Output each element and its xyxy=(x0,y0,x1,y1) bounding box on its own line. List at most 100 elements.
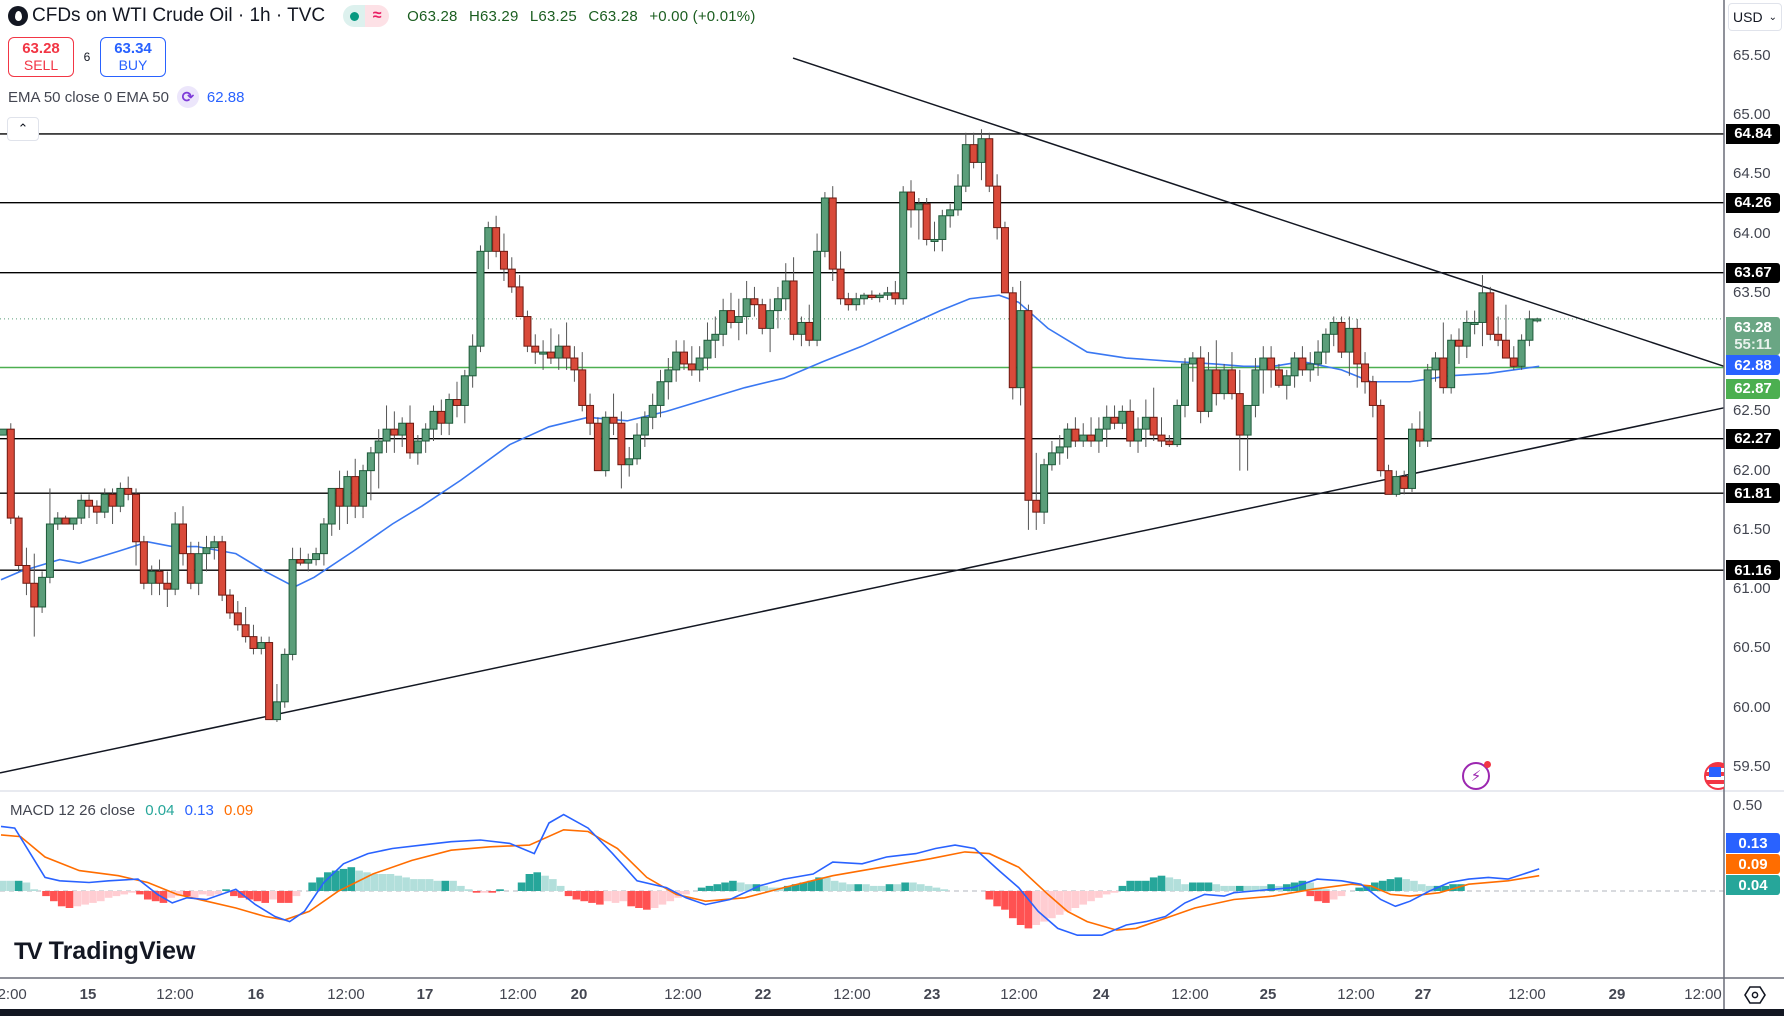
market-open-icon xyxy=(343,5,366,27)
ema-price-tag: 62.88 xyxy=(1726,355,1780,376)
macd-histogram-bar xyxy=(198,891,207,895)
candle-down xyxy=(1400,476,1409,489)
candle-down xyxy=(578,369,587,406)
macd-legend[interactable]: MACD 12 26 close 0.04 0.13 0.09 xyxy=(10,802,253,819)
candle-down xyxy=(969,144,978,163)
macd-histogram-bar xyxy=(65,891,74,908)
sell-button[interactable]: 63.28 SELL xyxy=(8,37,74,77)
candle-down xyxy=(1008,292,1017,389)
candle-down xyxy=(351,476,360,507)
last-price-value: 63.28 xyxy=(1734,318,1772,336)
macd-pane[interactable] xyxy=(0,813,1724,937)
macd-histogram-bar xyxy=(1040,891,1048,922)
currency-label: USD xyxy=(1733,9,1763,25)
candle-down xyxy=(452,399,461,406)
macd-histogram-bar xyxy=(916,884,925,891)
candle-down xyxy=(1454,339,1463,347)
time-hour-label: 12:00 xyxy=(1508,986,1546,1003)
macd-histogram-bar xyxy=(572,891,581,900)
reload-icon[interactable]: ⟳ xyxy=(176,86,199,108)
candle-up xyxy=(820,197,829,252)
buy-button[interactable]: 63.34 BUY xyxy=(100,37,166,77)
candle-up xyxy=(359,470,368,507)
currency-selector[interactable]: USD ⌄ xyxy=(1728,3,1782,31)
macd-histogram-bar xyxy=(1410,880,1418,891)
symbol-legend: CFDs on WTI Crude Oil · 1h · TVC ≈ O63.2… xyxy=(8,2,763,30)
candle-up xyxy=(147,570,156,584)
candle-down xyxy=(546,351,555,359)
macd-histogram-bar xyxy=(496,889,504,891)
time-day-label: 25 xyxy=(1259,986,1277,1003)
macd-histogram-bar xyxy=(807,880,816,891)
macd-histogram-bar xyxy=(89,891,97,903)
candle-up xyxy=(1462,321,1471,347)
macd-histogram-bar xyxy=(1243,885,1252,891)
macd-histogram-bar xyxy=(1235,885,1244,891)
bottom-border xyxy=(0,1009,1784,1016)
candle-up xyxy=(664,369,673,383)
macd-histogram-bar xyxy=(42,891,50,897)
time-hour-label: 12:00 xyxy=(664,986,702,1003)
macd-histogram-bar xyxy=(1306,882,1315,891)
candle-up xyxy=(116,487,125,507)
change-value: +0.00 (+0.01%) xyxy=(649,7,756,25)
macd-histogram-bar xyxy=(517,882,526,891)
tradingview-logo[interactable]: TV TradingView xyxy=(14,937,195,966)
candle-up xyxy=(554,345,563,359)
macd-histogram-bar xyxy=(386,874,395,891)
candle-down xyxy=(335,487,344,507)
candle-down xyxy=(85,499,94,507)
price-pane[interactable] xyxy=(0,57,1725,774)
macd-histogram-bar xyxy=(308,882,316,891)
time-day-label: 16 xyxy=(247,986,265,1003)
macd-histogram-bar xyxy=(877,885,886,891)
macd-histogram-bar xyxy=(417,879,426,891)
ema-legend[interactable]: EMA 50 close 0 EMA 50 ⟳ 62.88 xyxy=(8,86,244,108)
macd-histogram-bar xyxy=(1441,885,1450,891)
candle-down xyxy=(1337,321,1346,353)
macd-signal-line xyxy=(0,828,1540,931)
macd-histogram-bar xyxy=(277,891,285,903)
macd-histogram-bar xyxy=(190,891,199,898)
symbol-title[interactable]: CFDs on WTI Crude Oil · 1h · TVC xyxy=(32,5,326,26)
candle-up xyxy=(77,499,86,519)
candle-up xyxy=(734,316,743,323)
market-status[interactable]: ≈ xyxy=(343,5,390,27)
lightning-event-icon[interactable]: ⚡ xyxy=(1462,761,1491,790)
trade-buttons: 63.28 SELL 6 63.34 BUY xyxy=(8,35,166,79)
trendline[interactable] xyxy=(792,57,1725,368)
collapse-legend-button[interactable]: ⌃ xyxy=(7,117,39,141)
macd-histogram-bar xyxy=(932,887,941,891)
candle-up xyxy=(1321,333,1330,353)
us-flag-event-icon[interactable] xyxy=(1704,762,1724,790)
price-tick-label: 60.00 xyxy=(1733,698,1771,716)
macd-histogram-bar xyxy=(143,891,152,900)
trendline[interactable] xyxy=(0,407,1725,774)
candle-up xyxy=(781,280,790,300)
candle-up xyxy=(1447,339,1456,389)
candle-up xyxy=(1517,339,1526,367)
macd-histogram-bar xyxy=(441,880,450,891)
candle-down xyxy=(586,404,595,424)
macd-histogram-bar xyxy=(1118,885,1127,891)
macd-histogram-bar xyxy=(1196,882,1205,891)
macd-histogram-bar xyxy=(1267,884,1275,891)
macd-histogram-bar xyxy=(985,891,994,900)
macd-histogram-bar xyxy=(316,877,324,891)
macd-histogram-bar xyxy=(1306,891,1315,897)
candle-down xyxy=(1501,339,1510,359)
chart-settings-button[interactable] xyxy=(1742,982,1768,1008)
macd-histogram-bar xyxy=(1204,882,1213,891)
macd-histogram-bar xyxy=(1102,891,1111,895)
candle-down xyxy=(6,428,15,519)
macd-histogram-bar xyxy=(893,884,902,891)
candle-up xyxy=(1102,416,1111,430)
candle-down xyxy=(1149,416,1158,436)
macd-histogram-bar xyxy=(1001,891,1009,910)
candle-down xyxy=(750,298,759,306)
candle-up xyxy=(210,541,219,549)
macd-histogram-bar xyxy=(940,889,949,891)
macd-histogram-bar xyxy=(480,891,489,893)
candle-up xyxy=(374,440,383,454)
